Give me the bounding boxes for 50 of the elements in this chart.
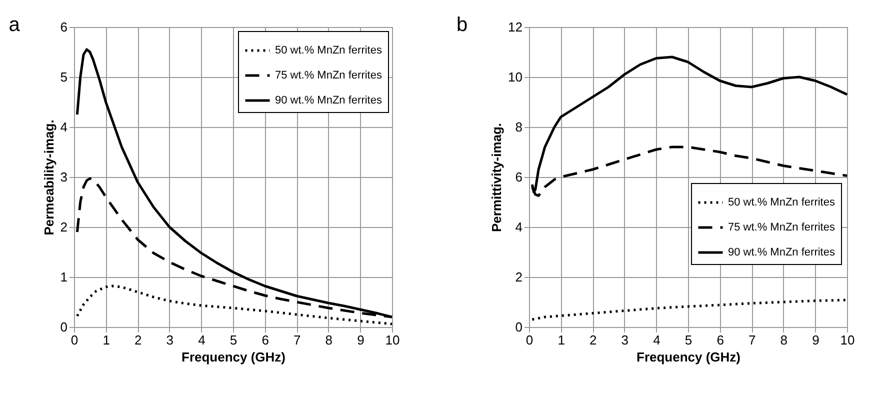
x-tick-label: 2 <box>134 332 142 348</box>
line-series <box>76 284 394 326</box>
y-tick-label: 4 <box>515 220 522 234</box>
x-axis-title: Frequency (GHz) <box>181 350 286 364</box>
x-tick-label: 0 <box>526 332 534 348</box>
y-axis-title: Permittivity-imag. <box>489 122 504 232</box>
x-tick-label: 6 <box>716 332 724 348</box>
y-tick-label: 1 <box>60 270 68 284</box>
legend-label: 50 wt.% MnZn ferrites <box>275 44 382 56</box>
x-tick-label: 7 <box>748 332 756 348</box>
x-tick-label: 5 <box>230 332 238 348</box>
x-tick-label: 3 <box>621 332 629 348</box>
y-tick-label: 2 <box>515 270 522 284</box>
x-tick-label: 1 <box>102 332 110 348</box>
line-series <box>530 298 848 321</box>
x-tick-label: 10 <box>840 332 855 348</box>
legend-label: 50 wt.% MnZn ferrites <box>728 196 836 208</box>
x-tick-label: 8 <box>780 332 788 348</box>
y-tick-label: 8 <box>515 120 522 134</box>
legend-label: 90 wt.% MnZn ferrites <box>275 94 382 106</box>
y-tick-label: 5 <box>60 70 68 84</box>
y-tick-label: 0 <box>60 320 68 334</box>
x-tick-label: 9 <box>357 332 364 348</box>
legend-label: 75 wt.% MnZn ferrites <box>275 70 382 82</box>
x-tick-label: 4 <box>653 332 660 348</box>
chart-title: a <box>8 14 21 36</box>
x-tick-label: 2 <box>589 332 597 348</box>
y-tick-label: 4 <box>60 120 68 134</box>
y-axis-title: Permeability-imag. <box>41 120 56 236</box>
x-tick-label: 1 <box>558 332 565 348</box>
y-tick-label: 0 <box>515 320 522 334</box>
x-tick-label: 9 <box>812 332 820 348</box>
x-axis-title: Frequency (GHz) <box>636 350 741 364</box>
x-tick-label: 7 <box>293 332 301 348</box>
y-tick-label: 12 <box>508 20 522 34</box>
legend-label: 75 wt.% MnZn ferrites <box>728 222 836 234</box>
y-tick-label: 2 <box>60 220 68 234</box>
x-tick-label: 6 <box>262 332 269 348</box>
legend-label: 90 wt.% MnZn ferrites <box>728 246 836 258</box>
x-tick-label: 5 <box>684 332 692 348</box>
x-tick-label: 4 <box>198 332 206 348</box>
x-tick-label: 0 <box>70 332 78 348</box>
x-tick-label: 3 <box>166 332 174 348</box>
y-tick-label: 6 <box>515 170 522 184</box>
x-tick-label: 10 <box>385 332 400 348</box>
y-tick-label: 10 <box>508 70 522 84</box>
y-tick-label: 6 <box>60 20 68 34</box>
y-tick-label: 3 <box>60 170 68 184</box>
x-tick-label: 8 <box>325 332 333 348</box>
chart-title: b <box>456 14 468 36</box>
